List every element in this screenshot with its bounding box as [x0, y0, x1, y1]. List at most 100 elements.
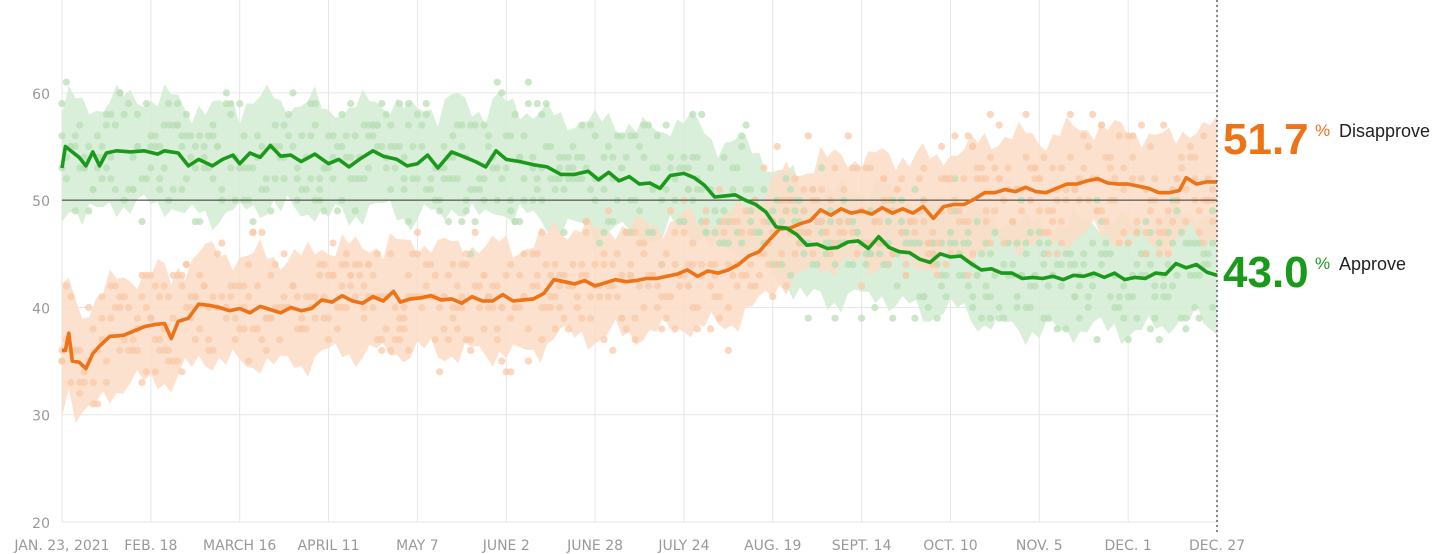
disapprove-poll-dot [791, 175, 799, 183]
x-tick-label: JAN. 23, 2021 [13, 538, 109, 554]
disapprove-poll-dot [564, 325, 573, 333]
approve-poll-dot [786, 271, 795, 279]
disapprove-poll-dot [249, 228, 257, 236]
disapprove-poll-dot [378, 346, 386, 354]
disapprove-poll-dot [898, 228, 906, 236]
approve-poll-dot [618, 164, 626, 172]
approve-poll-dot [969, 303, 977, 312]
x-axis-ticks: JAN. 23, 2021 FEB. 18 MARCH 16 APRIL 11 MAY … [13, 538, 1245, 554]
approve-poll-dot [600, 185, 608, 194]
disapprove-poll-dot [800, 185, 808, 194]
approve-poll-dot [480, 121, 488, 129]
approve-poll-dot [156, 142, 164, 151]
approve-poll-dot [1044, 239, 1052, 247]
disapprove-poll-dot [547, 303, 555, 312]
disapprove-poll-dot [1009, 218, 1017, 226]
disapprove-poll-dot [755, 271, 764, 279]
disapprove-poll-dot [609, 260, 617, 269]
disapprove-poll-dot [1164, 250, 1172, 258]
approve-poll-dot [1115, 293, 1123, 301]
disapprove-poll-dot [107, 314, 115, 322]
approve-poll-dot [449, 153, 457, 161]
approve-poll-dot [982, 282, 990, 290]
approve-poll-dot [747, 185, 755, 194]
approve-poll-dot [364, 164, 373, 172]
approve-poll-dot [684, 185, 693, 194]
x-tick-label: OCT. 10 [923, 538, 977, 554]
approve-poll-dot [498, 175, 506, 183]
disapprove-poll-dot [1049, 218, 1057, 226]
approve-poll-dot [116, 89, 124, 97]
disapprove-poll-dot [502, 271, 510, 279]
disapprove-poll-dot [1053, 250, 1061, 258]
disapprove-poll-dot [1129, 175, 1137, 183]
approve-poll-dot [76, 121, 84, 129]
approve-poll-dot [1129, 293, 1137, 301]
approve-poll-dot [471, 121, 479, 129]
disapprove-poll-dot [400, 314, 408, 322]
disapprove-poll-dot [1173, 175, 1181, 183]
disapprove-poll-dot [911, 218, 919, 226]
approve-poll-dot [560, 185, 568, 194]
approve-poll-dot [400, 175, 408, 183]
disapprove-poll-dot [840, 185, 848, 194]
approve-poll-dot [125, 100, 133, 108]
disapprove-poll-dot [471, 228, 479, 236]
approve-poll-dot [404, 100, 413, 108]
approve-poll-dot [169, 185, 177, 194]
approve-poll-dot [520, 175, 528, 183]
disapprove-poll-dot [507, 368, 515, 376]
disapprove-poll-dot [1133, 218, 1141, 226]
approve-poll-dot [58, 100, 66, 108]
disapprove-poll-dot [1133, 228, 1141, 236]
approve-poll-dot [889, 314, 897, 322]
disapprove-poll-dot [995, 175, 1003, 183]
approve-poll-dot [698, 185, 706, 194]
approve-poll-dot [667, 153, 675, 161]
disapprove-poll-dot [627, 260, 635, 269]
disapprove-poll-dot [191, 293, 199, 301]
disapprove-poll-dot [245, 357, 253, 365]
approve-poll-dot [604, 142, 613, 151]
approve-poll-dot [560, 228, 568, 236]
approve-poll-dot [986, 250, 995, 258]
approve-poll-dot [1133, 260, 1141, 269]
approve-poll-dot [640, 153, 648, 161]
disapprove-poll-dot [773, 260, 781, 269]
disapprove-poll-dot [578, 314, 586, 322]
disapprove-poll-dot [1120, 228, 1128, 236]
disapprove-poll-dot [449, 314, 457, 322]
approve-poll-dot [978, 250, 986, 258]
approve-poll-dot [387, 185, 395, 194]
approve-poll-dot [1013, 303, 1021, 312]
disapprove-poll-dot [671, 260, 679, 269]
disapprove-poll-dot [453, 325, 461, 333]
approve-poll-dot [498, 89, 506, 97]
disapprove-poll-dot [191, 336, 199, 344]
approve-poll-dot [262, 185, 270, 194]
disapprove-poll-dot [969, 142, 977, 151]
disapprove-poll-dot [640, 303, 648, 312]
disapprove-poll-dot [635, 282, 644, 290]
approve-poll-dot [595, 239, 604, 247]
approve-poll-dot [551, 185, 559, 194]
approve-poll-dot [858, 314, 866, 322]
disapprove-poll-dot [658, 260, 666, 269]
disapprove-poll-dot [751, 282, 759, 290]
disapprove-poll-dot [364, 260, 373, 269]
disapprove-poll-dot [489, 303, 497, 312]
disapprove-poll-dot [231, 314, 239, 322]
x-tick-label: JUNE 28 [566, 538, 623, 554]
disapprove-poll-dot [253, 325, 262, 333]
disapprove-poll-dot [844, 218, 852, 226]
disapprove-poll-dot [1022, 110, 1030, 118]
disapprove-poll-dot [267, 271, 275, 279]
approve-poll-dot [382, 164, 390, 172]
disapprove-poll-dot [507, 260, 515, 269]
disapprove-poll-dot [982, 175, 990, 183]
disapprove-poll-dot [1071, 185, 1079, 194]
disapprove-poll-dot [720, 228, 728, 236]
disapprove-poll-dot [245, 260, 253, 269]
disapprove-poll-dot [1146, 142, 1154, 151]
